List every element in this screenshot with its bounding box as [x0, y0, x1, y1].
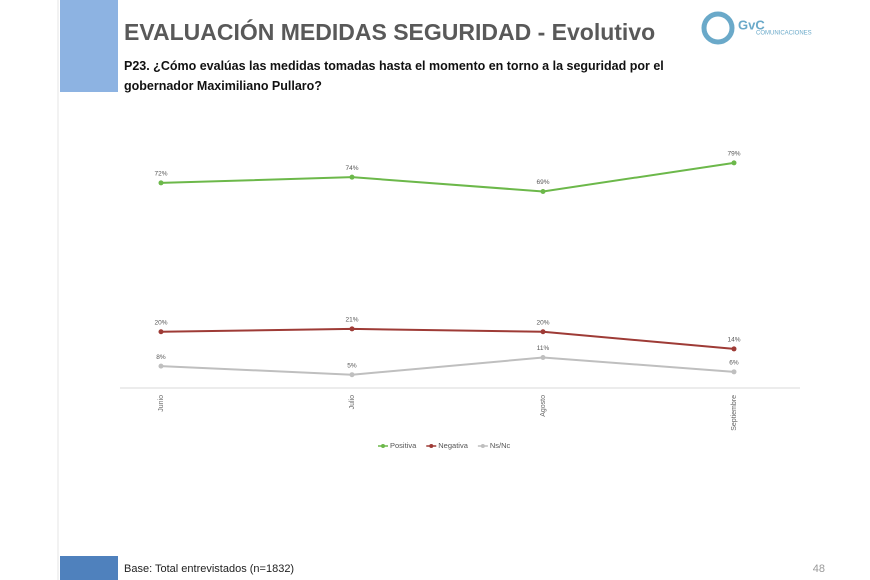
chart-title: EVALUACIÓN MEDIDAS SEGURIDAD - Evolutivo [124, 18, 655, 45]
data-label: 5% [347, 362, 357, 369]
logo-subtext: COMUNICACIONES [756, 31, 812, 37]
footer-block [60, 556, 118, 580]
point [349, 372, 355, 378]
series-line [160, 327, 735, 350]
page-number: 48 [813, 563, 825, 575]
x-tick-label: Agosto [540, 395, 547, 417]
legend-marker [480, 444, 485, 448]
legend-label: Positiva [390, 441, 417, 450]
legend-marker [429, 444, 434, 448]
legend-label: Ns/Nc [490, 441, 511, 450]
data-label: 20% [154, 319, 167, 326]
logo-text: GvC [738, 17, 765, 32]
series-line [160, 161, 735, 193]
data-label: 20% [536, 319, 549, 326]
x-tick-label: Junio [158, 395, 165, 412]
point [540, 188, 546, 194]
point [158, 363, 164, 369]
legend-marker [381, 444, 385, 448]
footer-text: Base: Total entrevistados (n=1832) [124, 563, 294, 575]
logo-icon [701, 11, 735, 45]
data-label: 21% [345, 317, 358, 324]
data-label: 14% [727, 337, 740, 344]
header-block [60, 0, 118, 92]
data-label: 72% [154, 171, 167, 178]
point [731, 160, 737, 166]
chart-subtitle: P23. ¿Cómo evalúas las medidas tomadas h… [124, 59, 664, 93]
legend-label: Negativa [438, 441, 468, 450]
data-label: 79% [727, 151, 740, 158]
point [158, 329, 164, 335]
series-line [160, 356, 735, 376]
x-tick-label: Septiembre [731, 395, 738, 431]
data-label: 8% [156, 354, 166, 361]
point [540, 329, 546, 335]
data-label: 11% [537, 345, 550, 352]
subtitle-box: P23. ¿Cómo evalúas las medidas tomadas h… [124, 59, 664, 93]
data-label: 6% [729, 360, 739, 367]
point [731, 369, 737, 375]
point [540, 355, 546, 361]
point [731, 346, 737, 352]
point [349, 174, 355, 180]
data-label: 74% [345, 165, 358, 172]
point [158, 180, 164, 186]
point [349, 326, 355, 332]
data-label: 69% [536, 179, 549, 186]
x-tick-label: Julio [349, 395, 356, 410]
